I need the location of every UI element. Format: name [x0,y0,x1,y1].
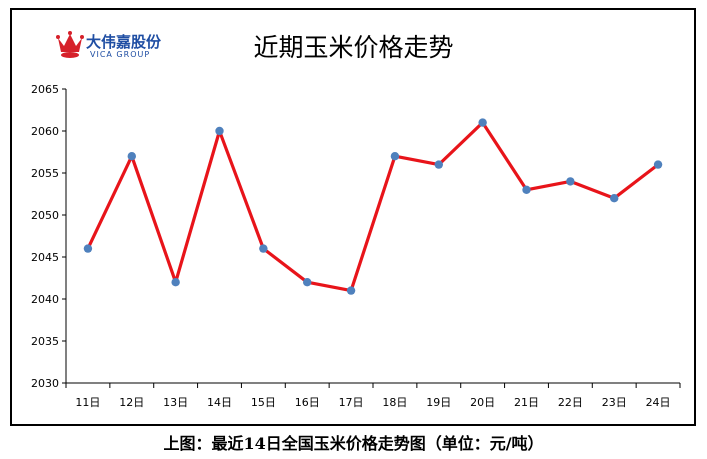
y-tick-label: 2045 [31,251,59,264]
data-point [346,286,356,295]
x-tick-label: 24日 [646,396,671,409]
x-tick-label: 21日 [514,396,539,409]
x-tick-label: 12日 [119,396,144,409]
x-tick-label: 18日 [382,396,407,409]
data-point [434,160,443,169]
x-tick-label: 16日 [295,396,320,409]
x-tick-label: 17日 [339,396,364,409]
x-tick-label: 22日 [558,396,583,409]
x-tick-label: 20日 [470,396,495,409]
y-tick-label: 2030 [31,377,59,390]
series-layer [86,120,660,293]
x-tick-label: 14日 [207,396,232,409]
x-axis-ticks: 11日 12日 13日 14日 15日 16日 17日 18日 19日 20日 21日 22日 23日 2… [65,383,681,409]
data-point [610,194,619,203]
logo-name-en: VICA GROUP [90,50,151,59]
data-point [522,185,531,194]
data-point [478,118,487,127]
data-point [127,152,136,161]
x-tick-label: 23日 [602,396,627,409]
y-tick-label: 2050 [31,209,59,222]
data-point [566,177,575,186]
company-logo: 大伟嘉股份 VICA GROUP [56,30,186,64]
y-tick-label: 2055 [31,167,59,180]
data-point [653,160,663,169]
x-tick-label: 19日 [426,396,451,409]
data-point [390,152,400,161]
markers-layer [83,118,663,295]
logo-name-cn: 大伟嘉股份 [86,33,162,51]
y-tick-label: 2040 [31,293,59,306]
data-point [83,244,93,253]
chart-frame [10,8,696,426]
y-tick-label: 2060 [31,125,59,138]
x-tick-label: 11日 [75,396,100,409]
y-tick-label: 2035 [31,335,59,348]
y-tick-label: 2065 [31,83,59,96]
data-point [303,278,312,287]
data-point [259,244,268,253]
series-line [86,120,660,293]
data-point [171,278,180,287]
crown-logo-icon [56,31,84,58]
chart-title: 近期玉米价格走势 [253,33,454,62]
x-tick-label: 13日 [163,396,188,409]
chart-caption: 上图：最近14日全国玉米价格走势图（单位：元/吨） [163,434,544,453]
y-axis-ticks: 2030 2035 2040 2045 2050 2055 2060 2065 [31,83,66,390]
data-point [215,126,224,136]
x-tick-label: 15日 [251,396,276,409]
